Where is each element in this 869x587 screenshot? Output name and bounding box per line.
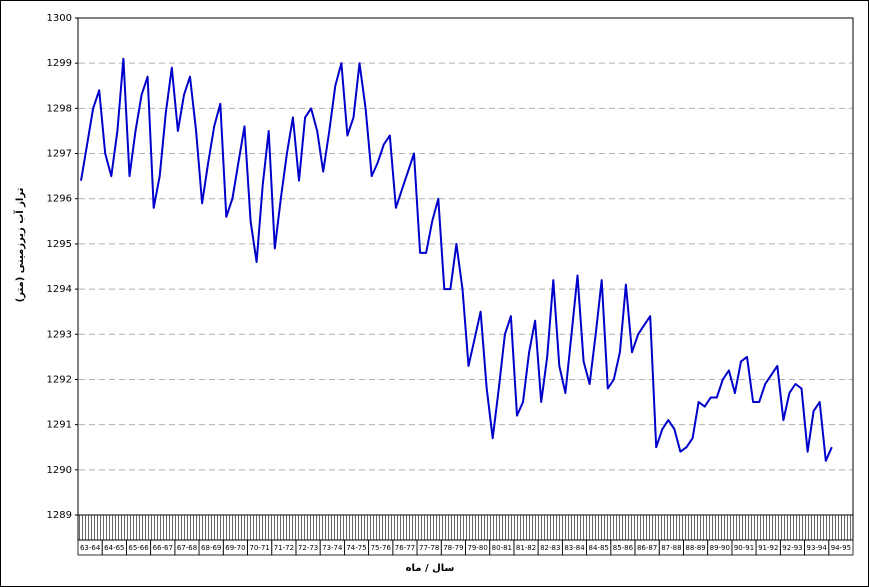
x-tick-label: 86-87 (637, 544, 657, 552)
x-tick-label: 75-76 (371, 544, 392, 552)
y-tick-label: 1299 (47, 58, 72, 69)
x-tick-label: 84-85 (589, 544, 609, 552)
year-box (828, 539, 854, 556)
x-tick-label: 78-79 (443, 544, 463, 552)
y-tick-label: 1298 (47, 103, 72, 114)
x-tick-label: 73-74 (322, 544, 343, 552)
data-line (80, 57, 833, 462)
x-tick-label: 82-83 (540, 544, 560, 552)
x-tick-label: 83-84 (564, 544, 585, 552)
x-tick-label: 90-91 (734, 544, 754, 552)
x-tick-label: 93-94 (807, 544, 828, 552)
x-tick-label: 65-66 (128, 544, 149, 552)
plot-area (77, 17, 854, 516)
y-tick-label: 1292 (47, 374, 72, 385)
x-tick-label: 63-64 (80, 544, 101, 552)
x-tick-label: 72-73 (298, 544, 318, 552)
y-tick-label: 1296 (47, 194, 72, 205)
y-tick-label: 1290 (47, 465, 72, 476)
x-tick-label: 87-88 (661, 544, 681, 552)
x-tick-label: 85-86 (613, 544, 634, 552)
y-tick-label: 1291 (47, 420, 72, 431)
x-tick-label: 71-72 (274, 544, 294, 552)
x-tick-label: 64-65 (104, 544, 124, 552)
x-tick-label: 77-78 (419, 544, 439, 552)
x-tick-label: 70-71 (249, 544, 269, 552)
y-tick-label: 1289 (47, 510, 72, 521)
x-tick-label: 66-67 (153, 544, 173, 552)
y-tick-label: 1294 (47, 284, 72, 295)
x-tick-label: 74-75 (346, 544, 366, 552)
y-axis-label: تراز آب زیرزمینی (متر) (13, 187, 26, 302)
y-tick-label: 1295 (47, 239, 72, 250)
x-tick-label: 92-93 (782, 544, 802, 552)
x-tick-label: 79-80 (467, 544, 487, 552)
x-tick-label: 68-69 (201, 544, 221, 552)
y-tick-label: 1297 (47, 149, 72, 160)
x-tick-label: 69-70 (225, 544, 245, 552)
y-tick-label: 1300 (47, 13, 72, 24)
x-tick-label: 88-89 (685, 544, 705, 552)
x-tick-label: 91-92 (758, 544, 778, 552)
x-axis-label: سال / ماه (406, 563, 455, 574)
x-tick-label: 94-95 (831, 544, 851, 552)
x-tick-label: 89-90 (710, 544, 730, 552)
x-tick-label: 81-82 (516, 544, 536, 552)
x-tick-label: 76-77 (395, 544, 415, 552)
y-tick-label: 1293 (47, 329, 72, 340)
x-tick-label: 80-81 (492, 544, 512, 552)
x-tick-label: 67-68 (177, 544, 197, 552)
month-ticks (77, 514, 854, 541)
